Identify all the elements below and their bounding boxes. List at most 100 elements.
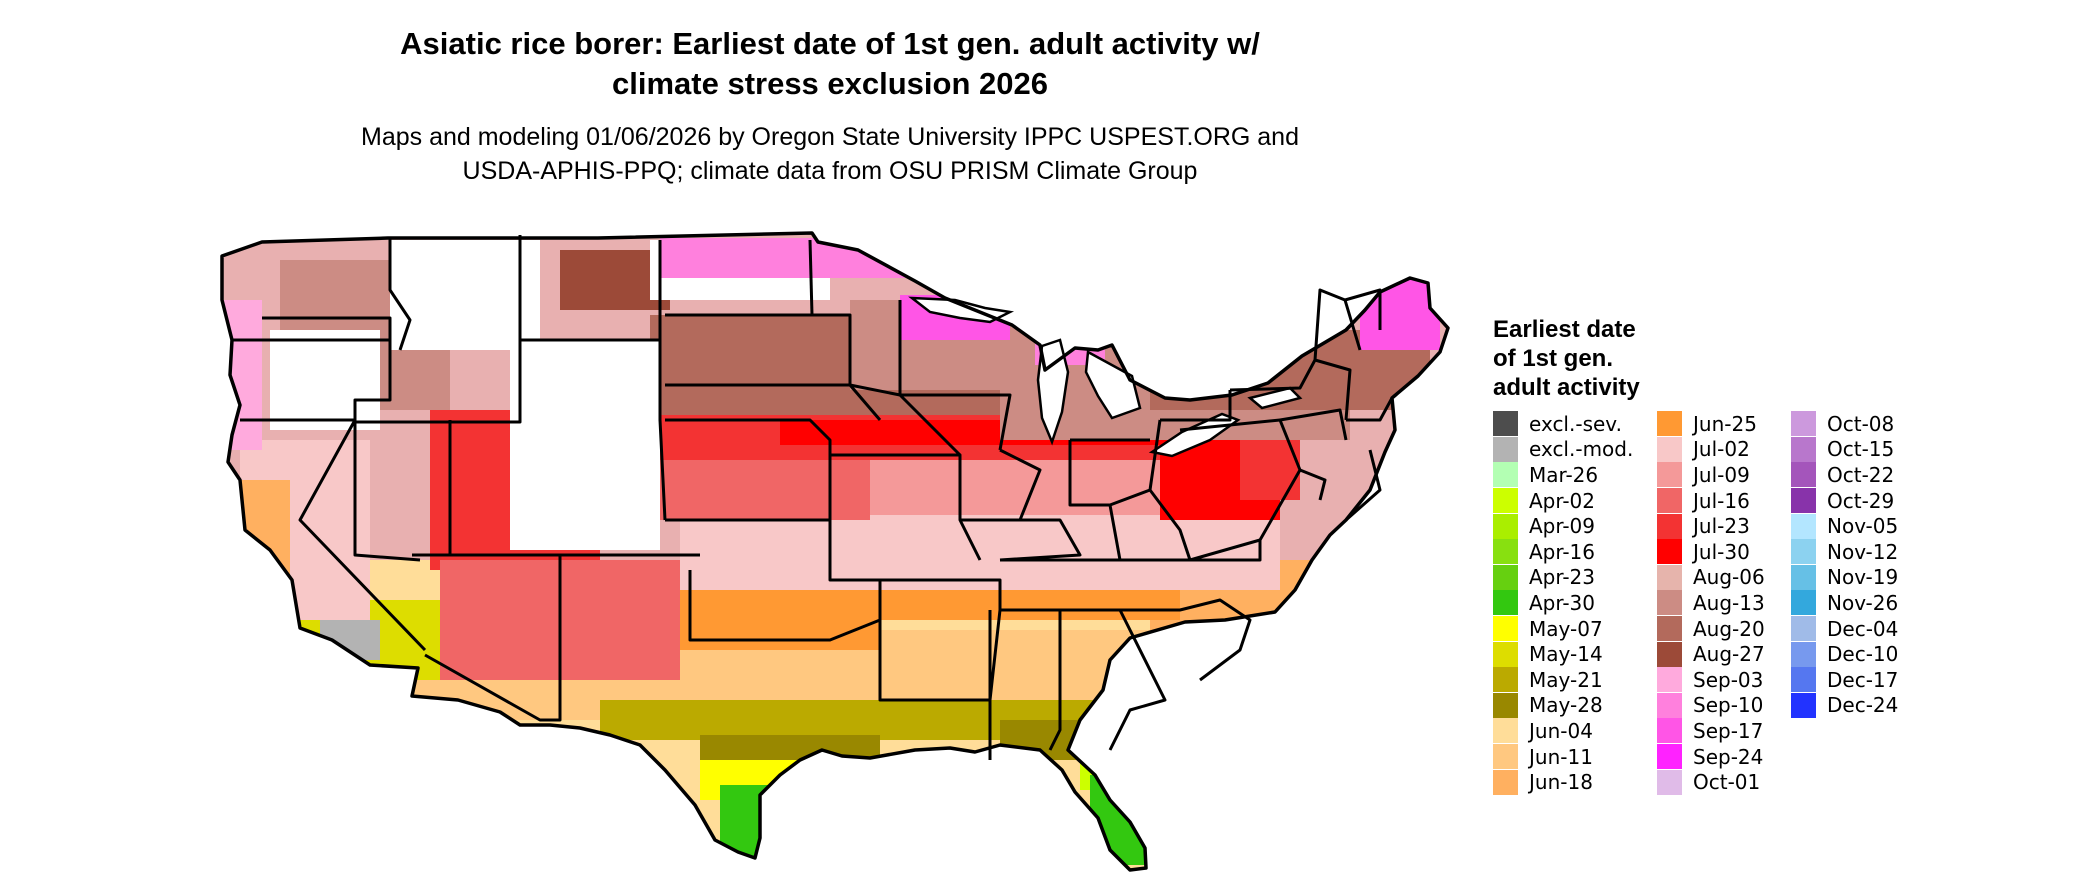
legend-label: Apr-16 bbox=[1529, 539, 1595, 564]
legend-swatch bbox=[1657, 744, 1682, 770]
legend-item: Apr-30 bbox=[1493, 590, 1633, 616]
legend-label: Sep-03 bbox=[1693, 667, 1764, 692]
legend-swatch bbox=[1493, 744, 1518, 770]
legend-swatch bbox=[1791, 616, 1816, 642]
legend-swatch bbox=[1493, 488, 1518, 514]
map-title-block: Asiatic rice borer: Earliest date of 1st… bbox=[230, 24, 1430, 188]
legend-label: Nov-26 bbox=[1827, 590, 1899, 615]
legend-label: Aug-13 bbox=[1693, 590, 1765, 615]
legend-title: Earliest date of 1st gen. adult activity bbox=[1493, 315, 1640, 402]
legend-swatch bbox=[1657, 616, 1682, 642]
legend-swatch bbox=[1657, 462, 1682, 488]
legend-swatch bbox=[1791, 641, 1816, 667]
legend-swatch bbox=[1791, 436, 1816, 462]
legend-swatch bbox=[1791, 539, 1816, 565]
legend-swatch bbox=[1657, 692, 1682, 718]
legend-item: Apr-02 bbox=[1493, 488, 1633, 514]
legend-item: Jul-30 bbox=[1657, 539, 1765, 565]
legend-label: Jul-02 bbox=[1693, 437, 1750, 462]
legend-label: Nov-05 bbox=[1827, 514, 1899, 539]
legend-label: Apr-09 bbox=[1529, 514, 1595, 539]
legend-swatch bbox=[1791, 488, 1816, 514]
legend-item: May-14 bbox=[1493, 641, 1633, 667]
legend-label: Sep-10 bbox=[1693, 693, 1764, 718]
map-title-line-1: Asiatic rice borer: Earliest date of 1st… bbox=[400, 26, 1260, 61]
legend-item: excl.-sev. bbox=[1493, 411, 1633, 437]
legend-swatch bbox=[1657, 641, 1682, 667]
legend-item: Dec-17 bbox=[1791, 667, 1898, 693]
legend-item: Aug-27 bbox=[1657, 641, 1765, 667]
legend-swatch bbox=[1493, 436, 1518, 462]
legend-swatch bbox=[1657, 667, 1682, 693]
legend-label: Sep-17 bbox=[1693, 718, 1764, 743]
legend-columns: excl.-sev. excl.-mod. Mar-26 Apr-02 Apr-09 Ap… bbox=[1493, 411, 1898, 811]
legend-swatch bbox=[1791, 667, 1816, 693]
legend-label: Oct-01 bbox=[1693, 770, 1761, 795]
legend-item: Oct-29 bbox=[1791, 488, 1898, 514]
legend-label: excl.-sev. bbox=[1529, 411, 1622, 436]
legend-label: Apr-30 bbox=[1529, 590, 1595, 615]
legend-swatch bbox=[1493, 692, 1518, 718]
legend-item: Apr-09 bbox=[1493, 513, 1633, 539]
legend-label: Jul-16 bbox=[1693, 488, 1750, 513]
legend-swatch bbox=[1657, 590, 1682, 616]
legend-swatch bbox=[1493, 513, 1518, 539]
legend-swatch bbox=[1493, 462, 1518, 488]
legend-swatch bbox=[1493, 590, 1518, 616]
legend-item: Apr-23 bbox=[1493, 564, 1633, 591]
legend-item: Oct-22 bbox=[1791, 462, 1898, 488]
legend: Earliest date of 1st gen. adult activity… bbox=[1493, 315, 1898, 811]
legend-column: excl.-sev. excl.-mod. Mar-26 Apr-02 Apr-09 Ap… bbox=[1493, 411, 1633, 795]
legend-label: Jul-09 bbox=[1693, 462, 1750, 487]
legend-item: Nov-26 bbox=[1791, 590, 1898, 616]
legend-label: May-21 bbox=[1529, 667, 1603, 692]
legend-label: Dec-10 bbox=[1827, 642, 1899, 667]
legend-item: May-28 bbox=[1493, 692, 1633, 719]
legend-label: Oct-29 bbox=[1827, 488, 1895, 513]
legend-item: Oct-15 bbox=[1791, 436, 1898, 463]
legend-label: Aug-20 bbox=[1693, 616, 1765, 641]
legend-label: Apr-23 bbox=[1529, 565, 1595, 590]
legend-label: Jun-25 bbox=[1693, 411, 1757, 436]
legend-label: Jun-18 bbox=[1529, 770, 1593, 795]
legend-label: Oct-08 bbox=[1827, 411, 1895, 436]
legend-label: Dec-04 bbox=[1827, 616, 1899, 641]
legend-item: Aug-13 bbox=[1657, 590, 1765, 616]
legend-title-line-2: of 1st gen. bbox=[1493, 345, 1614, 372]
legend-item: Oct-01 bbox=[1657, 769, 1765, 795]
legend-item: Oct-08 bbox=[1791, 411, 1898, 437]
legend-swatch bbox=[1657, 539, 1682, 565]
legend-item: Nov-19 bbox=[1791, 564, 1899, 591]
legend-item: Aug-20 bbox=[1657, 616, 1765, 642]
legend-label: Nov-19 bbox=[1827, 565, 1899, 590]
legend-swatch bbox=[1791, 411, 1816, 437]
legend-label: May-28 bbox=[1529, 693, 1603, 718]
legend-label: Jun-04 bbox=[1529, 718, 1593, 743]
legend-swatch bbox=[1791, 462, 1816, 488]
legend-item: Jul-23 bbox=[1657, 513, 1765, 539]
legend-item: Sep-17 bbox=[1657, 718, 1765, 744]
legend-label: May-14 bbox=[1529, 642, 1603, 667]
legend-item: Jun-04 bbox=[1493, 718, 1633, 744]
legend-swatch bbox=[1493, 616, 1518, 642]
legend-label: Jul-23 bbox=[1693, 514, 1750, 539]
legend-item: Jun-25 bbox=[1657, 411, 1765, 437]
legend-swatch bbox=[1791, 564, 1816, 590]
legend-swatch bbox=[1493, 641, 1518, 667]
legend-title-line-3: adult activity bbox=[1493, 374, 1640, 401]
legend-label: Dec-17 bbox=[1827, 667, 1899, 692]
legend-item: Dec-10 bbox=[1791, 641, 1898, 667]
legend-title-line-1: Earliest date bbox=[1493, 316, 1636, 343]
legend-item: Dec-24 bbox=[1791, 692, 1898, 719]
legend-swatch bbox=[1657, 718, 1682, 744]
legend-label: Nov-12 bbox=[1827, 539, 1899, 564]
legend-item: Sep-24 bbox=[1657, 744, 1765, 770]
legend-item: Aug-06 bbox=[1657, 564, 1765, 591]
legend-label: Oct-22 bbox=[1827, 462, 1895, 487]
legend-swatch bbox=[1493, 667, 1518, 693]
legend-item: Jun-18 bbox=[1493, 769, 1633, 795]
legend-item: Dec-04 bbox=[1791, 616, 1898, 642]
legend-swatch bbox=[1657, 769, 1682, 795]
legend-item: May-21 bbox=[1493, 667, 1633, 693]
